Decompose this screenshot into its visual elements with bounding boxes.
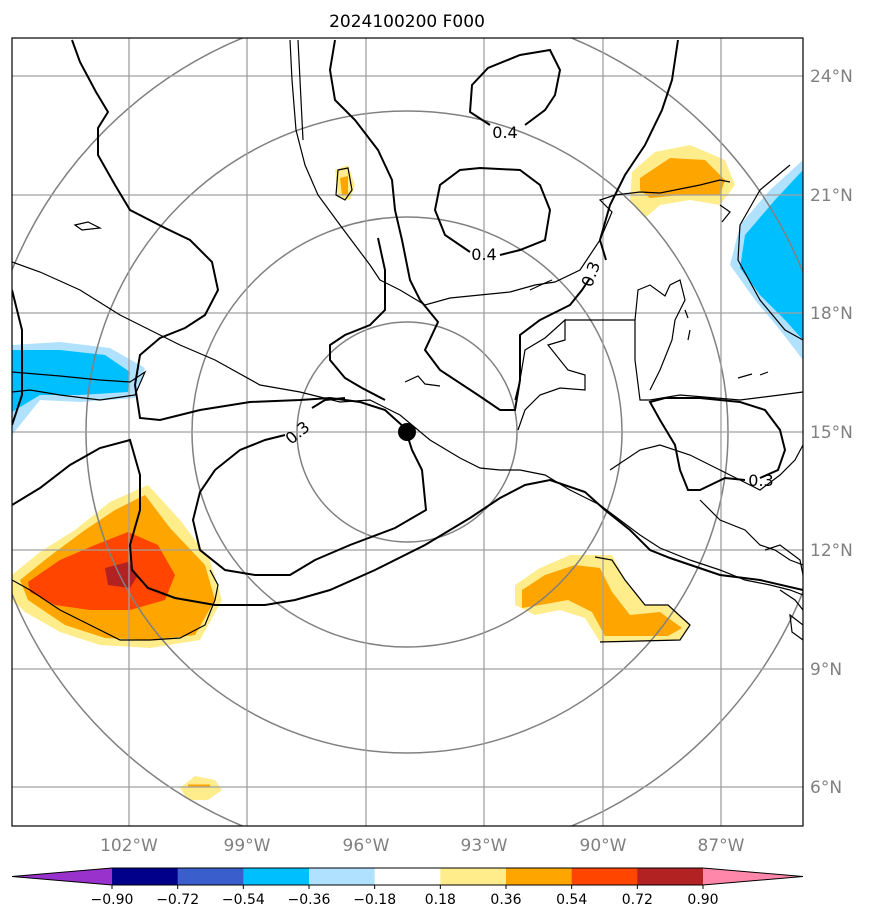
colorbar-extend-high	[703, 868, 803, 885]
positive-anomaly-west	[12, 485, 222, 648]
coastlines	[12, 39, 803, 643]
map-area	[12, 38, 803, 826]
negative-anomaly-east	[730, 160, 803, 360]
contours	[12, 39, 803, 606]
negative-anomaly-west	[12, 342, 145, 435]
center-marker	[398, 423, 416, 441]
latitude-labels: 24°N 21°N 18°N 15°N 12°N 9°N 6°N	[810, 67, 853, 798]
map-frame	[11, 37, 804, 827]
colorbar-tick-label: 0.18	[425, 892, 456, 908]
lon-label-99w: 99°W	[224, 836, 271, 856]
lat-label-15n: 15°N	[810, 423, 853, 443]
colorbar-tick-label: −0.36	[288, 892, 331, 908]
colorbar-segment	[112, 868, 179, 885]
longitude-labels: 102°W 99°W 96°W 93°W 90°W 87°W	[100, 836, 745, 856]
colorbar-segment	[440, 868, 507, 885]
lat-label-21n: 21°N	[810, 186, 853, 206]
colorbar-tick-label: −0.72	[156, 892, 199, 908]
colorbar-tick-label: 0.90	[687, 892, 718, 908]
colorbar-segment	[177, 868, 244, 885]
positive-anomaly-ne	[630, 145, 735, 218]
lat-label-18n: 18°N	[810, 304, 853, 324]
colorbar-tick-label: −0.54	[222, 892, 265, 908]
colorbar-tick-label: 0.72	[622, 892, 653, 908]
lat-label-9n: 9°N	[810, 660, 842, 680]
contour-label-2: 0.4	[471, 245, 496, 264]
graticule	[12, 38, 803, 826]
colorbar: −0.90 −0.72 −0.54 −0.36 −0.18 0.18 0.36 0.54 0.7…	[11, 867, 804, 908]
colorbar-segment	[571, 868, 638, 885]
colorbar-segment	[506, 868, 573, 885]
colorbar-segment	[374, 868, 441, 885]
colorbar-extend-low	[12, 868, 112, 885]
lon-label-96w: 96°W	[343, 836, 390, 856]
contour-label-1: 0.4	[492, 123, 517, 142]
lat-label-24n: 24°N	[810, 67, 853, 87]
lon-label-87w: 87°W	[698, 836, 745, 856]
lon-label-90w: 90°W	[580, 836, 627, 856]
positive-anomaly-small-6n	[180, 776, 222, 800]
colorbar-segment	[309, 868, 376, 885]
positive-anomaly-small-21n	[335, 165, 355, 200]
lon-label-102w: 102°W	[100, 836, 158, 856]
colorbar-tick-label: 0.54	[556, 892, 587, 908]
map-title: 2024100200 F000	[329, 12, 485, 32]
contour-label-5: 0.3	[748, 471, 773, 490]
colorbar-tick-label: −0.90	[91, 892, 134, 908]
lon-label-93w: 93°W	[461, 836, 508, 856]
lat-label-6n: 6°N	[810, 778, 842, 798]
colorbar-tick-label: −0.18	[353, 892, 396, 908]
lat-label-12n: 12°N	[810, 541, 853, 561]
colorbar-segment	[637, 868, 704, 885]
colorbar-tick-label: 0.36	[490, 892, 521, 908]
colorbar-segment	[243, 868, 310, 885]
